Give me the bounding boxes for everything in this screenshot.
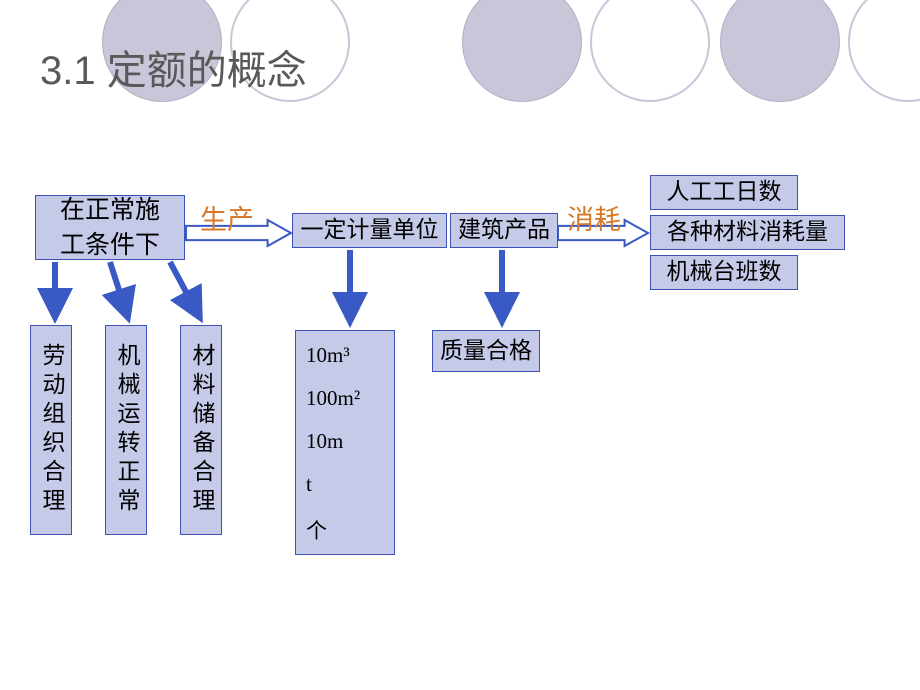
box-out2-text: 各种材料消耗量: [667, 216, 828, 248]
unit-item: 个: [306, 515, 327, 545]
deco-circle: [462, 0, 582, 102]
box-condition-text: 在正常施 工条件下: [60, 193, 160, 263]
vbox-labor-text: 劳动组织合理: [34, 343, 68, 517]
vbox-labor: 劳动组织合理: [30, 325, 72, 535]
box-condition: 在正常施 工条件下: [35, 195, 185, 260]
box-unit-text: 一定计量单位: [301, 214, 439, 246]
box-out2: 各种材料消耗量: [650, 215, 845, 250]
box-unit: 一定计量单位: [292, 213, 447, 248]
unit-item: 10m³: [306, 343, 350, 368]
box-quality-text: 质量合格: [440, 335, 532, 367]
deco-circle: [848, 0, 920, 102]
box-out1: 人工工日数: [650, 175, 798, 210]
unit-item: t: [306, 472, 312, 497]
box-out3-text: 机械台班数: [667, 256, 782, 288]
deco-circle: [720, 0, 840, 102]
box-quality: 质量合格: [432, 330, 540, 372]
vbox-material: 材料储备合理: [180, 325, 222, 535]
label-produce: 生产: [200, 198, 254, 237]
box-out3: 机械台班数: [650, 255, 798, 290]
page-title: 3.1 定额的概念: [40, 38, 307, 96]
unit-item: 100m²: [306, 386, 360, 411]
vbox-material-text: 材料储备合理: [184, 343, 218, 517]
vbox-machine-text: 机械运转正常: [109, 343, 143, 517]
deco-circle: [590, 0, 710, 102]
vbox-machine: 机械运转正常: [105, 325, 147, 535]
unit-item: 10m: [306, 429, 343, 454]
box-product: 建筑产品: [450, 213, 558, 248]
units-box: 10m³ 100m² 10m t个: [295, 330, 395, 555]
box-product-text: 建筑产品: [458, 214, 550, 246]
box-out1-text: 人工工日数: [667, 176, 782, 208]
label-consume: 消耗: [567, 198, 621, 237]
